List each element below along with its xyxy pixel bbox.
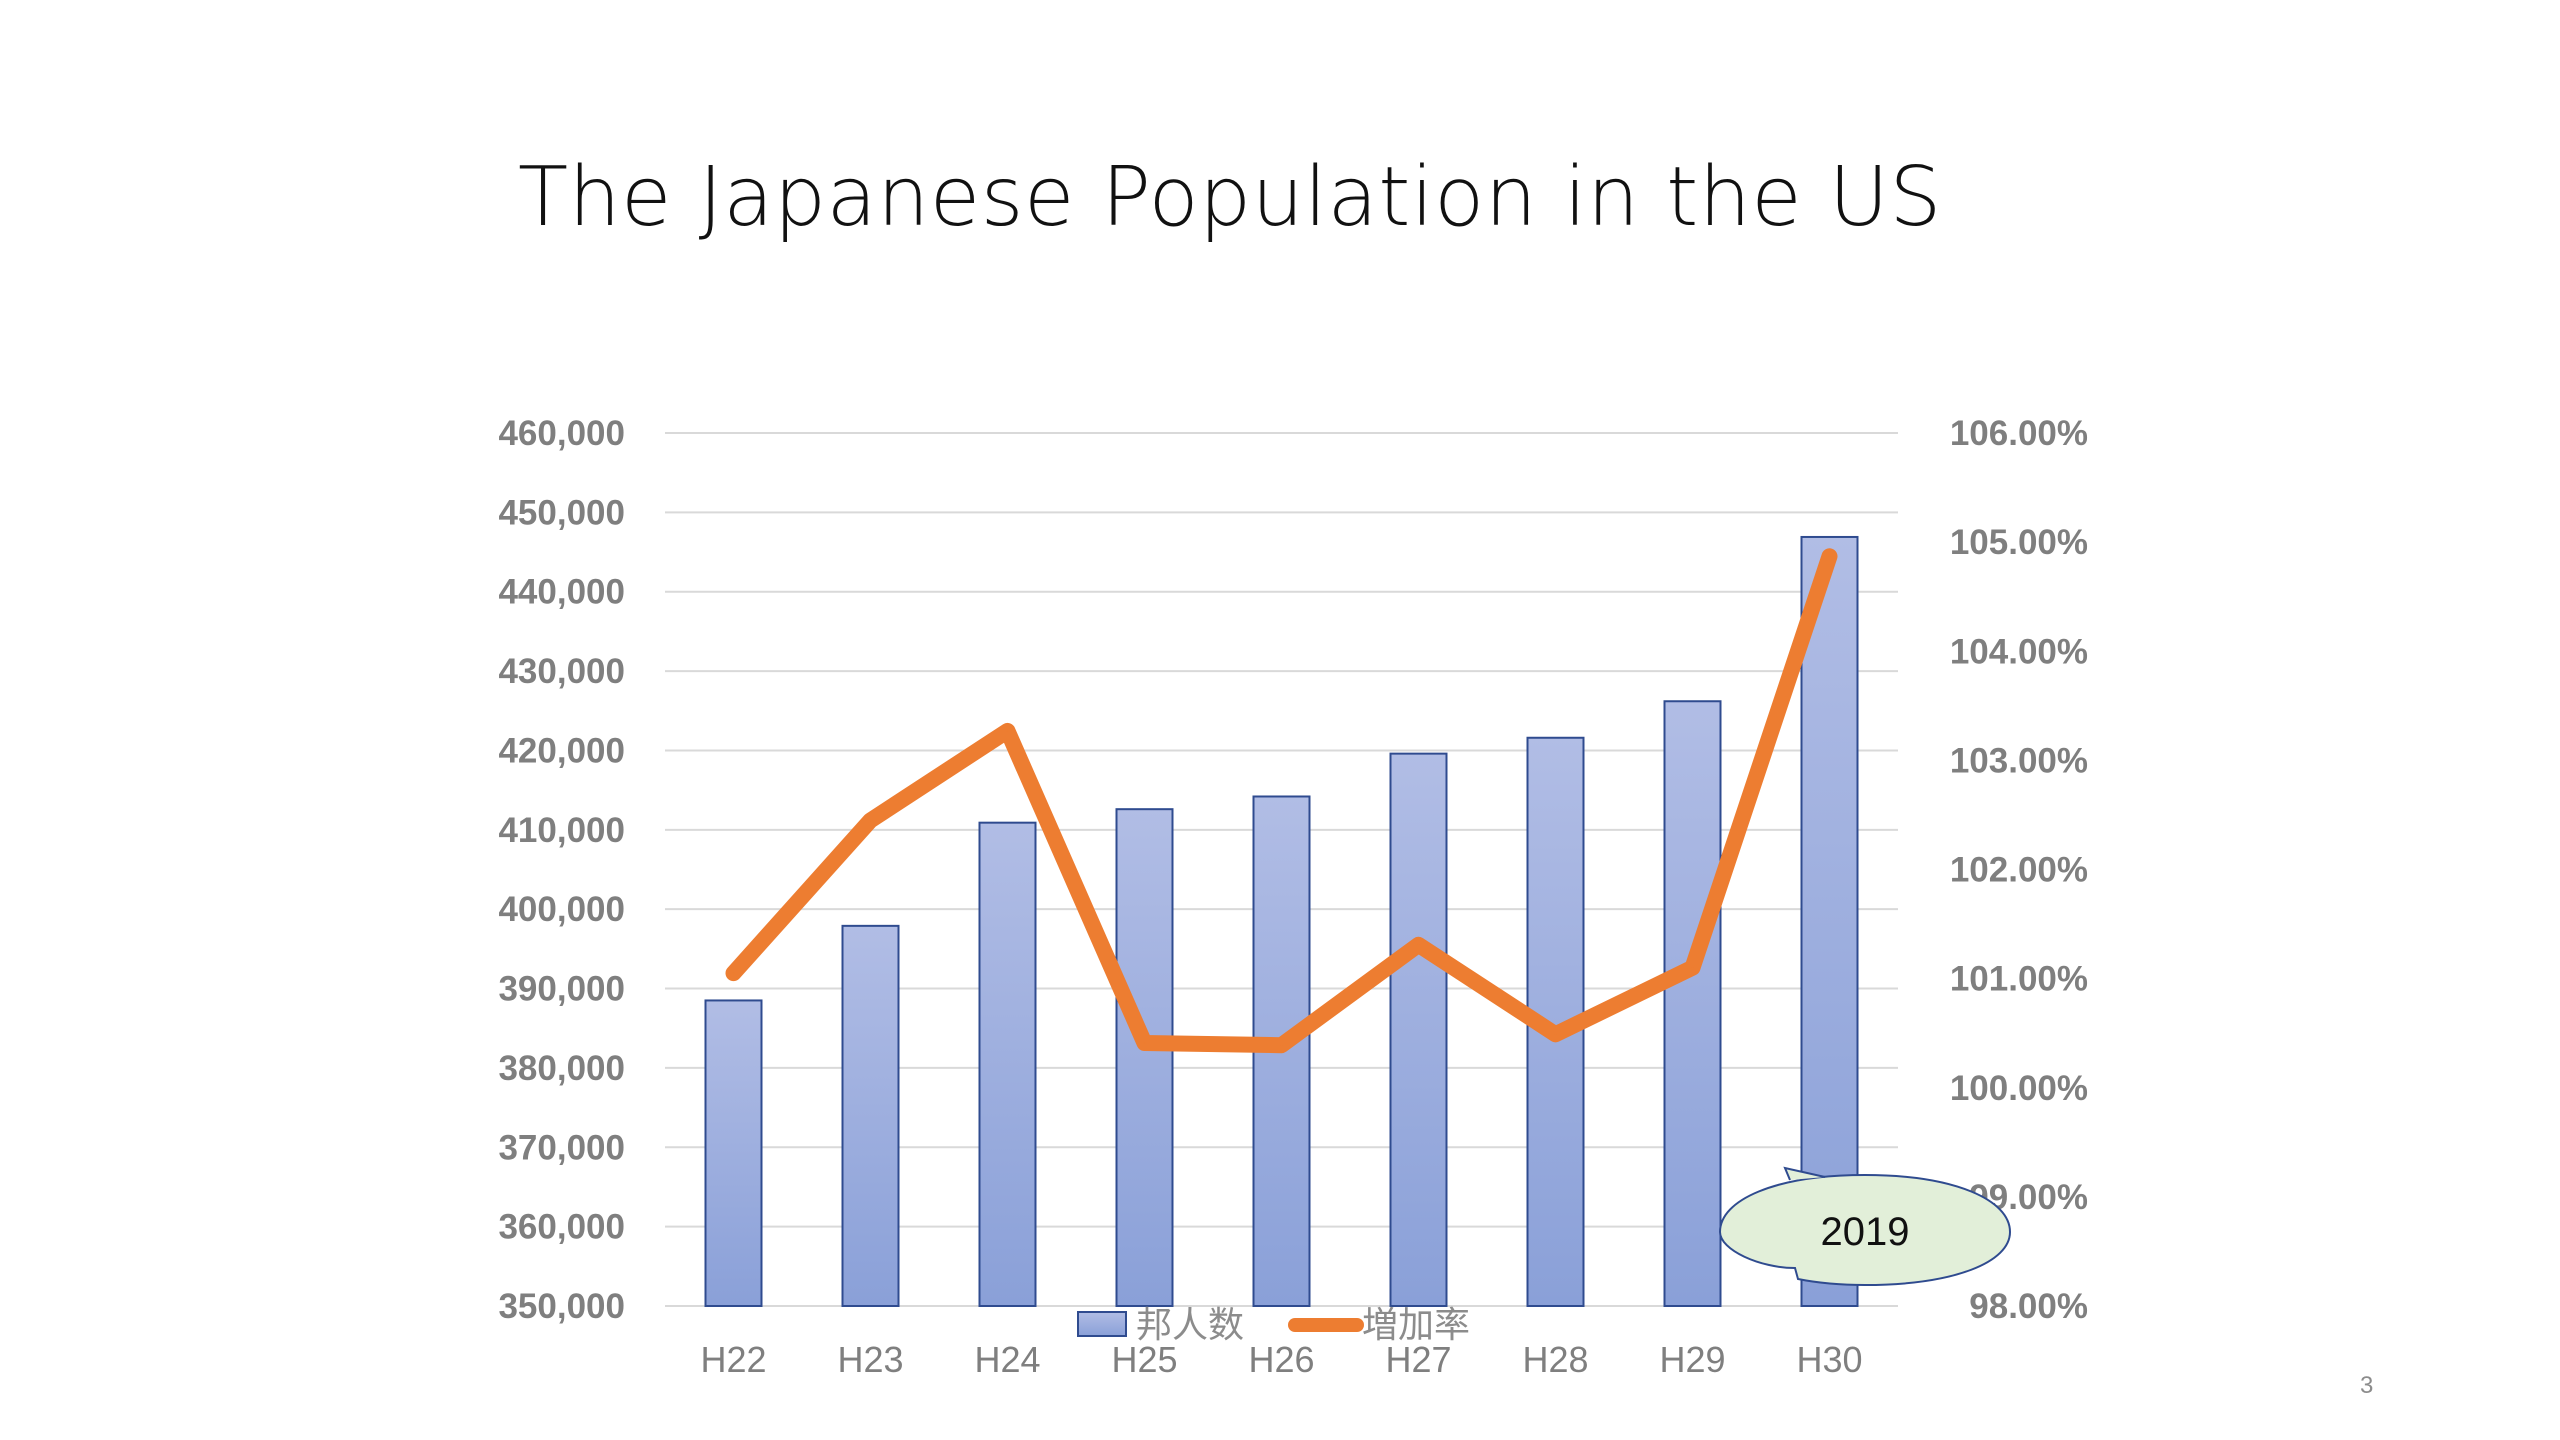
category-label: H28 bbox=[1522, 1339, 1588, 1380]
right-tick-label: 103.00% bbox=[1950, 741, 2088, 780]
category-label: H25 bbox=[1111, 1339, 1177, 1380]
bar bbox=[841, 924, 900, 1308]
line-point bbox=[1417, 943, 1420, 946]
callout-label: 2019 bbox=[1821, 1210, 1910, 1254]
category-label: H27 bbox=[1385, 1339, 1451, 1380]
slide-title: The Japanese Population in the US bbox=[518, 150, 1942, 245]
left-tick-label: 430,000 bbox=[498, 652, 625, 691]
category-label: H24 bbox=[974, 1339, 1040, 1380]
category-label: H26 bbox=[1248, 1339, 1314, 1380]
left-tick-label: 460,000 bbox=[498, 414, 625, 453]
line-point bbox=[1280, 1044, 1283, 1047]
category-label: H30 bbox=[1796, 1339, 1862, 1380]
bar bbox=[1663, 700, 1722, 1307]
callout-bubble bbox=[1718, 1173, 2012, 1287]
left-tick-label: 370,000 bbox=[498, 1128, 625, 1167]
left-tick-label: 420,000 bbox=[498, 731, 625, 770]
category-label: H22 bbox=[700, 1339, 766, 1380]
right-tick-label: 100.00% bbox=[1950, 1069, 2088, 1108]
category-label: H23 bbox=[837, 1339, 903, 1380]
page-number: 3 bbox=[2360, 1372, 2374, 1399]
left-tick-label: 360,000 bbox=[498, 1208, 625, 1247]
left-tick-label: 400,000 bbox=[498, 890, 625, 929]
left-tick-label: 440,000 bbox=[498, 573, 625, 612]
left-tick-label: 450,000 bbox=[498, 493, 625, 532]
right-tick-label: 106.00% bbox=[1950, 414, 2088, 453]
line-point bbox=[1554, 1033, 1557, 1036]
right-tick-label: 101.00% bbox=[1950, 960, 2088, 999]
bar bbox=[1115, 808, 1174, 1308]
left-axis: 350,000 360,000 370,000 380,000 390,000 400,0… bbox=[498, 414, 625, 1326]
bar-series bbox=[704, 535, 1859, 1308]
line-point bbox=[732, 972, 735, 975]
bar bbox=[978, 821, 1037, 1308]
right-tick-label: 105.00% bbox=[1950, 523, 2088, 562]
line-series bbox=[725, 548, 1838, 1054]
category-axis: H22 H23 H24 H25 H26 H27 H28 H29 H30 bbox=[700, 1339, 1862, 1380]
callout-tail bbox=[1783, 1166, 1826, 1181]
line-point bbox=[1691, 966, 1694, 969]
right-axis: 98.00%99.00%100.00%101.00%102.00%103.00%… bbox=[1950, 414, 2088, 1326]
legend-label-line: 増加率 bbox=[1362, 1305, 1470, 1346]
legend: 邦人数 増加率 bbox=[1077, 1305, 1470, 1346]
line-point bbox=[1006, 729, 1009, 732]
line-point bbox=[1828, 555, 1831, 558]
left-tick-label: 380,000 bbox=[498, 1049, 625, 1088]
left-tick-label: 350,000 bbox=[498, 1287, 625, 1326]
left-tick-label: 390,000 bbox=[498, 970, 625, 1009]
line-point bbox=[869, 819, 872, 822]
right-tick-label: 102.00% bbox=[1950, 851, 2088, 890]
line-point bbox=[1143, 1042, 1146, 1045]
bar bbox=[1389, 752, 1448, 1307]
right-tick-label: 104.00% bbox=[1950, 632, 2088, 671]
legend-label-bar: 邦人数 bbox=[1136, 1305, 1244, 1346]
left-tick-label: 410,000 bbox=[498, 811, 625, 850]
category-label: H29 bbox=[1659, 1339, 1725, 1380]
callout: 2019 bbox=[1718, 1166, 2012, 1287]
bar bbox=[704, 999, 763, 1307]
legend-swatch-bar bbox=[1077, 1311, 1127, 1337]
right-tick-label: 98.00% bbox=[1969, 1287, 2088, 1326]
